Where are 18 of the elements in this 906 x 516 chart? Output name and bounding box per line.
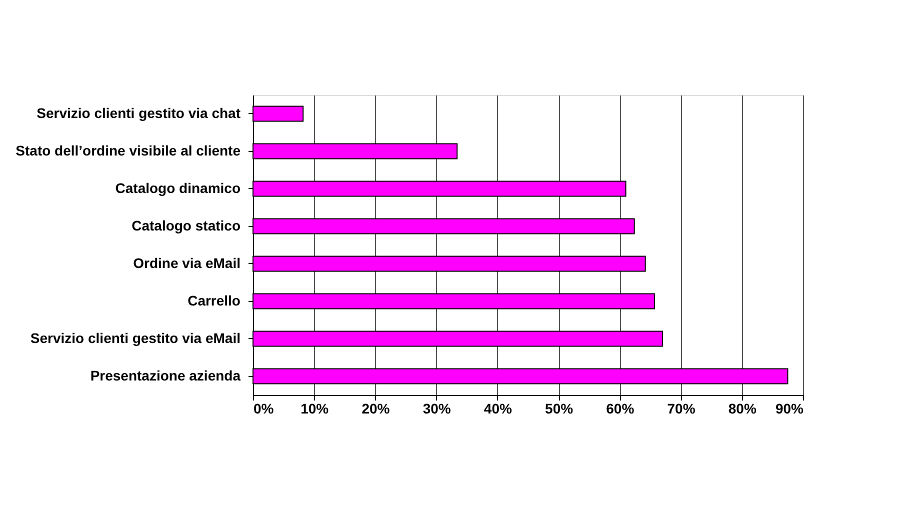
x-tick-label: 90%: [775, 400, 804, 416]
x-tick-label: 40%: [484, 400, 512, 416]
x-tick-label: 0%: [254, 400, 274, 416]
x-tick-label: 60%: [606, 400, 635, 416]
y-tick-label: Servizio clienti gestito via chat: [36, 104, 241, 121]
y-tick-label: Carrello: [188, 292, 240, 308]
x-tick-label: 50%: [545, 400, 574, 416]
x-tick-label: 80%: [728, 400, 757, 416]
y-tick-label: Presentazione azienda: [90, 367, 241, 384]
y-tick-label: Catalogo dinamico: [115, 180, 240, 196]
y-tick-label: Stato dell’ordine visibile al cliente: [16, 142, 241, 158]
y-tick-label: Catalogo statico: [132, 217, 240, 234]
y-tick-label: Ordine via eMail: [133, 254, 240, 271]
x-tick-label: 20%: [362, 400, 390, 416]
x-tick-label: 30%: [422, 400, 452, 416]
y-tick-label: Servizio clienti gestito via eMail: [30, 330, 240, 346]
x-tick-label: 70%: [667, 400, 696, 416]
x-tick-label: 10%: [300, 400, 330, 416]
